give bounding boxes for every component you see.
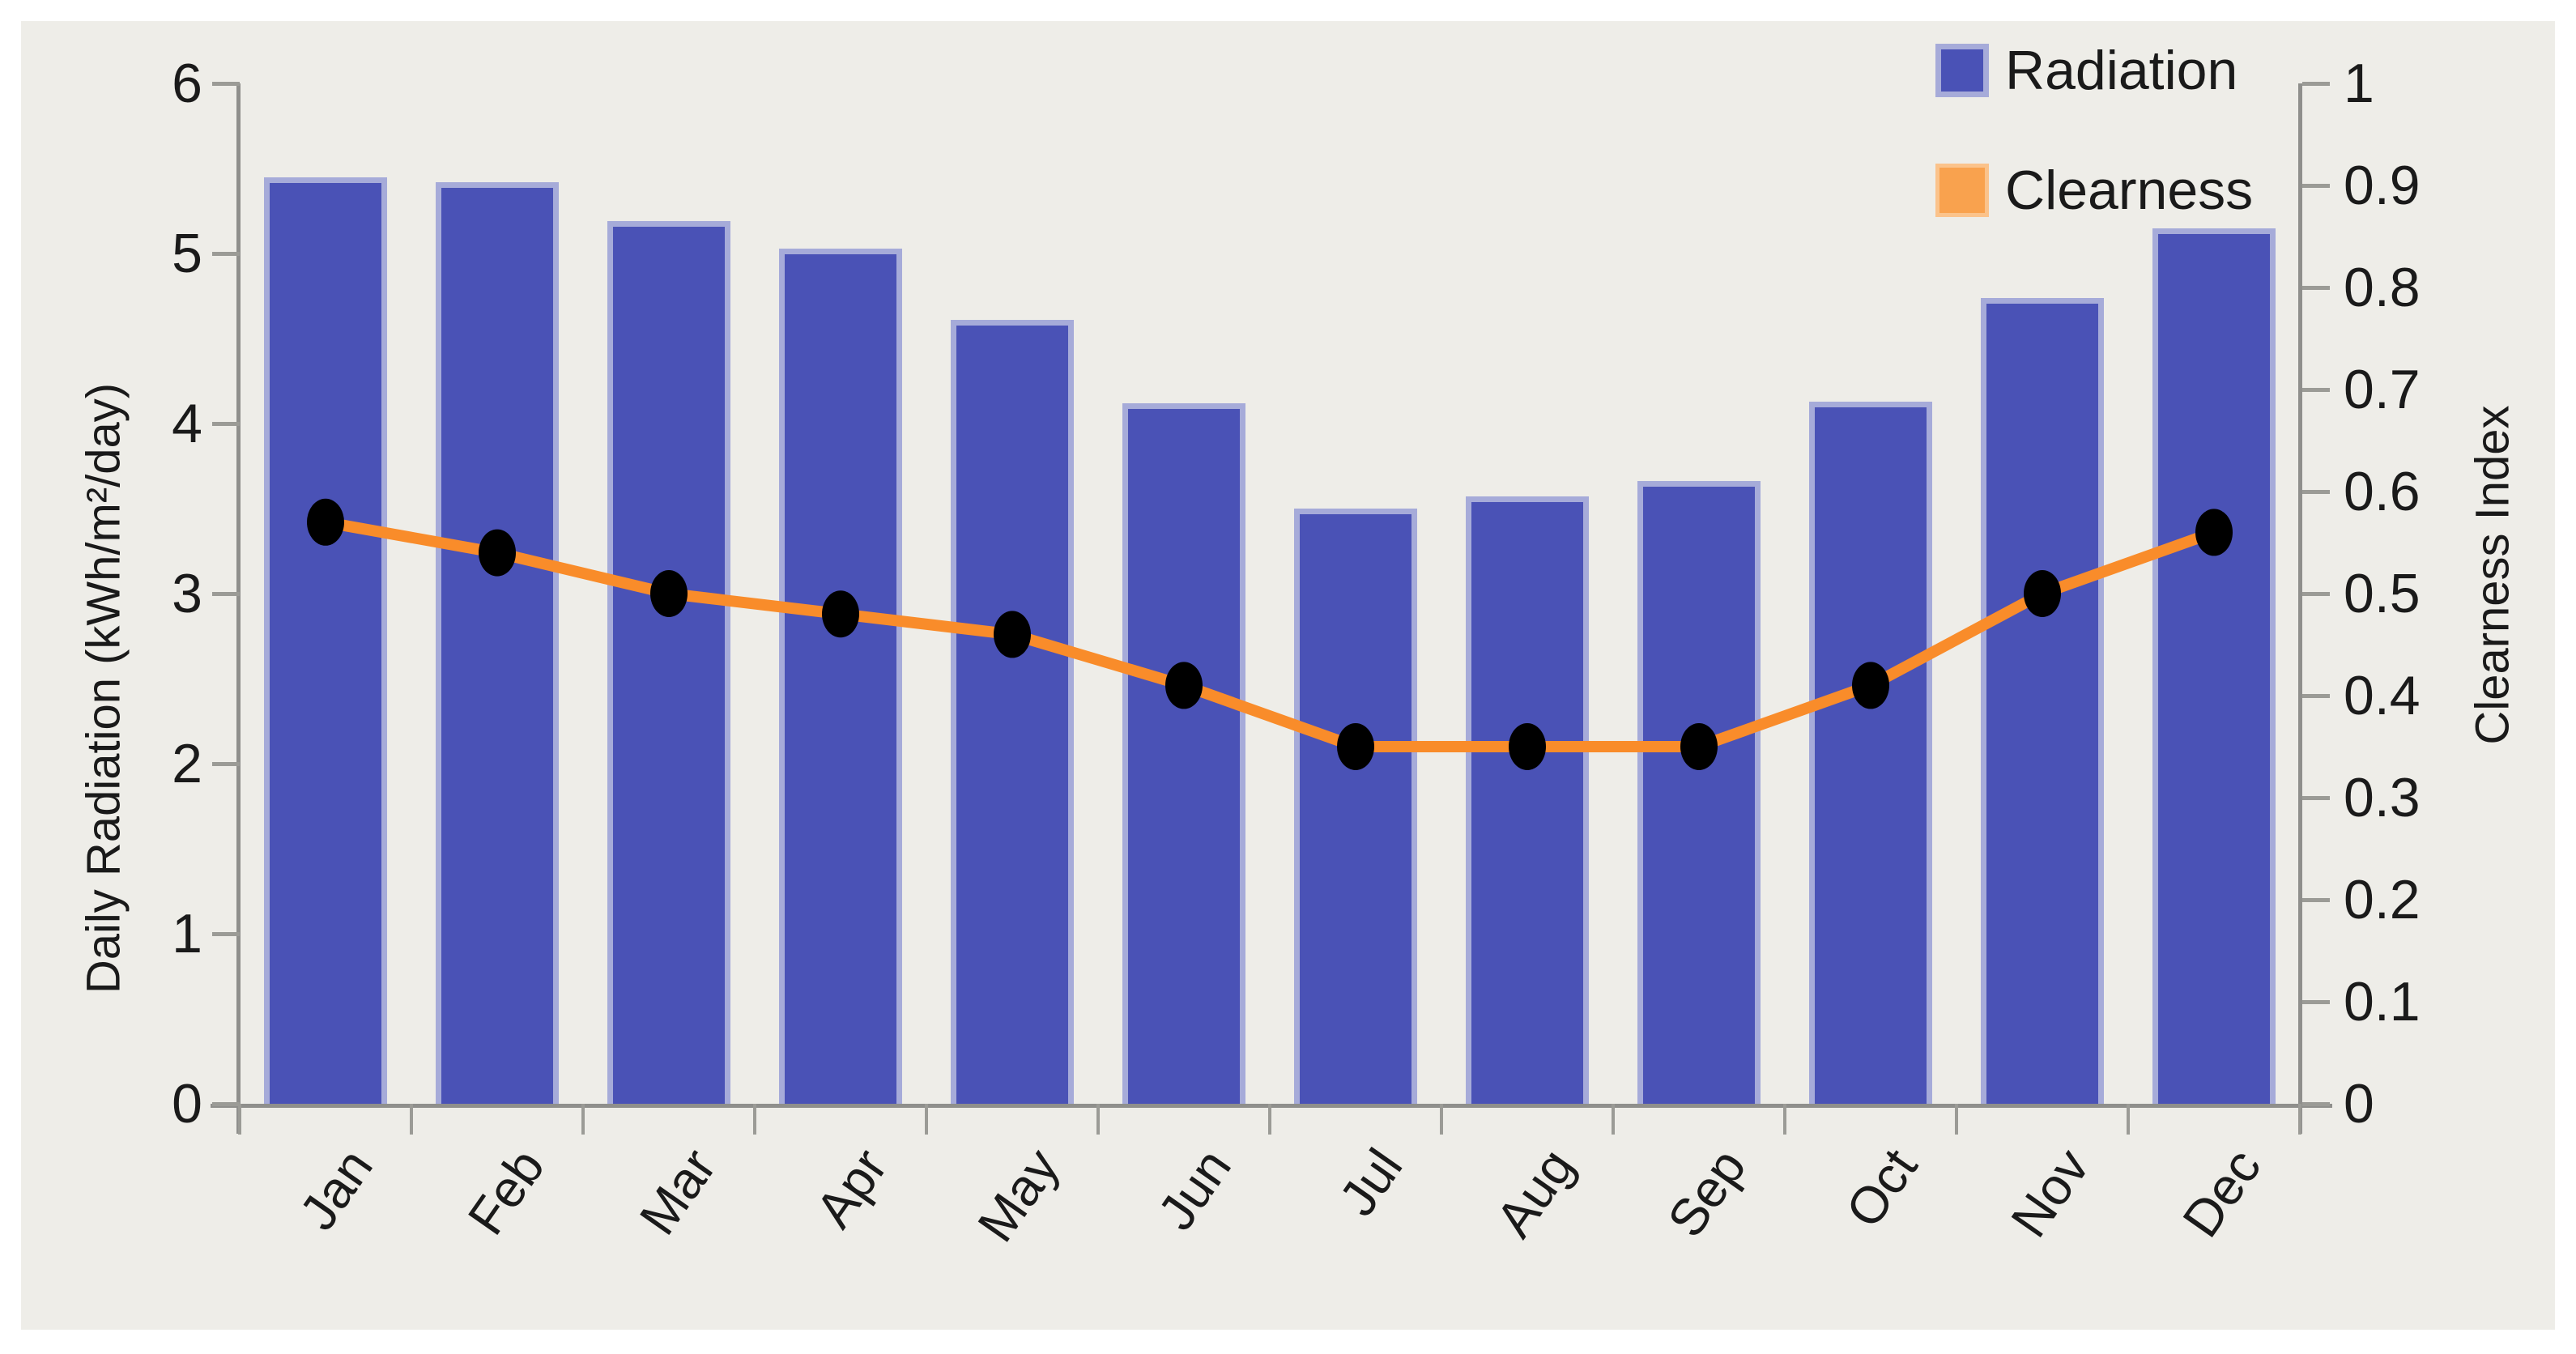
legend-label-clearness: Clearness [2005, 160, 2254, 221]
legend-item-clearness: Clearness [1935, 162, 2253, 219]
legend-item-radiation: Radiation [1935, 42, 2253, 99]
legend: Radiation Clearness [1935, 42, 2253, 282]
right-axis-line [2298, 83, 2302, 1134]
x-axis-line [211, 1104, 2332, 1108]
left-axis-title: Daily Radiation (kWh/m²/day) [77, 382, 130, 994]
left-axis-line [236, 83, 241, 1134]
legend-label-radiation: Radiation [2005, 40, 2238, 101]
clearness-swatch-icon [1935, 164, 1989, 217]
right-axis-title: Clearness Index [2466, 405, 2519, 745]
radiation-swatch-icon [1935, 44, 1989, 97]
